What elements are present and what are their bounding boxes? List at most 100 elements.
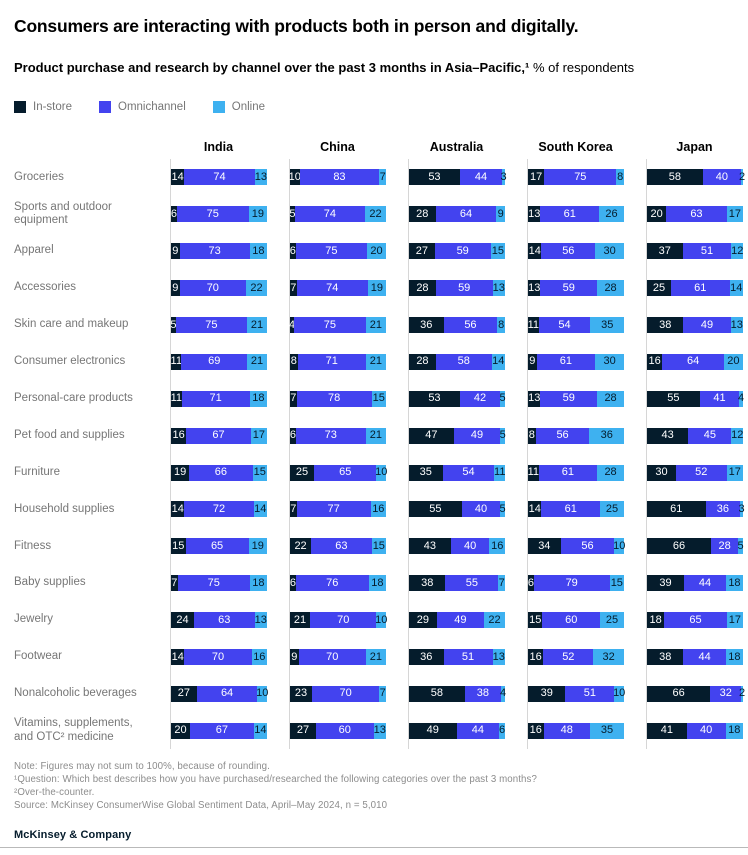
- category-label: Sports and outdoor equipment: [14, 200, 112, 227]
- bar-segment-in-store: 39: [528, 685, 566, 702]
- bar-segment-omnichannel: 52: [676, 464, 727, 481]
- bar-segment-online: 5: [500, 427, 506, 444]
- segment-value-label: 4: [500, 687, 507, 700]
- segment-value-label: 65: [689, 613, 702, 626]
- omnichannel-swatch-icon: [99, 101, 111, 113]
- bar-segment-online: 18: [249, 390, 267, 407]
- bar-segment-omnichannel: 49: [453, 427, 501, 444]
- legend-label-omnichannel: Omnichannel: [118, 101, 186, 113]
- bar-segment-omnichannel: 54: [538, 317, 591, 333]
- column-header-india: India: [203, 140, 234, 154]
- segment-value-label: 24: [176, 613, 189, 626]
- bar-segment-omnichannel: 40: [686, 722, 726, 739]
- segment-value-label: 60: [565, 613, 578, 626]
- segment-value-label: 49: [426, 724, 439, 737]
- bar-cell-south-korea: 34 56 10: [527, 527, 625, 565]
- mckinsey-logo: McKinsey & Company: [14, 829, 132, 842]
- bar-segment-in-store: 8: [528, 427, 536, 444]
- segment-value-label: 66: [672, 687, 685, 700]
- bar-segment-online: 12: [731, 243, 743, 260]
- bar-segment-omnichannel: 69: [181, 353, 248, 370]
- bar-segment-online: 8: [497, 317, 506, 333]
- bar-cell-australia: 28 59 13: [408, 269, 505, 307]
- bar-segment-online: 13: [373, 722, 386, 739]
- bar-segment-omnichannel: 74: [184, 169, 255, 186]
- stacked-bar: 55 41 4: [647, 390, 744, 407]
- category-label: Jewelry: [14, 613, 53, 626]
- segment-value-label: 38: [659, 318, 672, 331]
- bar-segment-omnichannel: 56: [560, 538, 615, 555]
- segment-value-label: 70: [326, 650, 339, 663]
- bar-segment-omnichannel: 61: [540, 206, 600, 223]
- bar-segment-online: 19: [367, 280, 386, 297]
- segment-value-label: 13: [528, 281, 541, 294]
- bar-segment-online: 28: [597, 390, 624, 407]
- segment-value-label: 47: [425, 429, 438, 442]
- column-header-south-korea: South Korea: [538, 140, 613, 154]
- segment-value-label: 14: [171, 502, 184, 515]
- bar-segment-online: 19: [248, 206, 267, 223]
- bar-segment-online: 25: [600, 612, 624, 629]
- bar-segment-omnichannel: 83: [299, 169, 380, 186]
- bar-cell-australia: 36 51 13: [408, 638, 505, 676]
- bar-segment-in-store: 66: [647, 538, 711, 555]
- bar-segment-in-store: 38: [647, 649, 684, 666]
- bar-segment-in-store: 4: [289, 317, 295, 333]
- footnote-note: Note: Figures may not sum to 100%, becau…: [14, 761, 270, 773]
- bar-segment-in-store: 14: [528, 243, 542, 260]
- bar-cell-south-korea: 14 56 30: [527, 232, 624, 270]
- segment-value-label: 9: [291, 650, 298, 663]
- segment-value-label: 10: [256, 687, 269, 700]
- stacked-bar: 14 61 25: [528, 501, 624, 518]
- bar-segment-in-store: 16: [528, 649, 544, 666]
- stacked-bar: 39 44 18: [647, 575, 743, 592]
- stacked-bar: 16 67 17: [171, 427, 267, 444]
- bar-segment-online: 7: [379, 169, 386, 186]
- bar-cell-india: 5 75 21: [170, 306, 267, 344]
- bar-cell-south-korea: 17 75 8: [527, 159, 624, 196]
- stacked-bar: 20 63 17: [647, 206, 743, 223]
- bar-cell-australia: 58 38 4: [408, 675, 507, 713]
- segment-value-label: 25: [652, 281, 666, 294]
- segment-value-label: 14: [171, 170, 184, 183]
- bar-segment-in-store: 11: [528, 464, 539, 481]
- bar-cell-japan: 43 45 12: [646, 417, 743, 455]
- stacked-bar: 24 63 13: [171, 612, 268, 629]
- bar-segment-omnichannel: 73: [295, 427, 366, 444]
- bar-cell-south-korea: 13 61 26: [527, 195, 624, 233]
- segment-value-label: 3: [500, 170, 507, 183]
- segment-value-label: 53: [428, 392, 441, 405]
- segment-value-label: 2: [738, 687, 746, 700]
- bar-segment-in-store: 11: [171, 353, 182, 370]
- bar-cell-china: 7 74 19: [289, 269, 386, 307]
- bar-segment-in-store: 15: [171, 538, 186, 555]
- stacked-bar: 36 51 13: [409, 649, 505, 666]
- segment-value-label: 22: [250, 281, 263, 294]
- segment-value-label: 54: [558, 318, 571, 331]
- segment-value-label: 5: [499, 392, 506, 405]
- subtitle-bold-text: Product purchase and research by channel…: [14, 60, 530, 75]
- bar-segment-in-store: 6: [171, 206, 177, 223]
- bar-segment-omnichannel: 40: [450, 538, 490, 555]
- stacked-bar: 58 38 4: [409, 685, 507, 702]
- bar-segment-in-store: 36: [409, 649, 444, 666]
- stacked-bar: 11 71 18: [171, 390, 267, 407]
- bar-segment-in-store: 14: [171, 501, 185, 518]
- segment-value-label: 3: [738, 502, 745, 515]
- segment-value-label: 72: [212, 502, 226, 515]
- bar-segment-omnichannel: 61: [671, 280, 730, 297]
- segment-value-label: 25: [605, 613, 619, 626]
- bar-segment-in-store: 22: [290, 538, 312, 555]
- segment-value-label: 5: [499, 502, 506, 515]
- bar-segment-omnichannel: 65: [314, 464, 377, 481]
- segment-value-label: 53: [428, 170, 441, 183]
- legend-label-online: Online: [231, 101, 266, 113]
- stacked-bar: 38 49 13: [647, 317, 744, 333]
- bar-segment-online: 12: [731, 427, 743, 444]
- bar-segment-online: 18: [249, 243, 267, 260]
- bar-segment-omnichannel: 45: [688, 427, 732, 444]
- stacked-bar: 13 61 26: [528, 206, 624, 223]
- segment-value-label: 48: [560, 724, 573, 737]
- stacked-bar: 19 66 15: [171, 464, 267, 481]
- segment-value-label: 5: [737, 539, 744, 552]
